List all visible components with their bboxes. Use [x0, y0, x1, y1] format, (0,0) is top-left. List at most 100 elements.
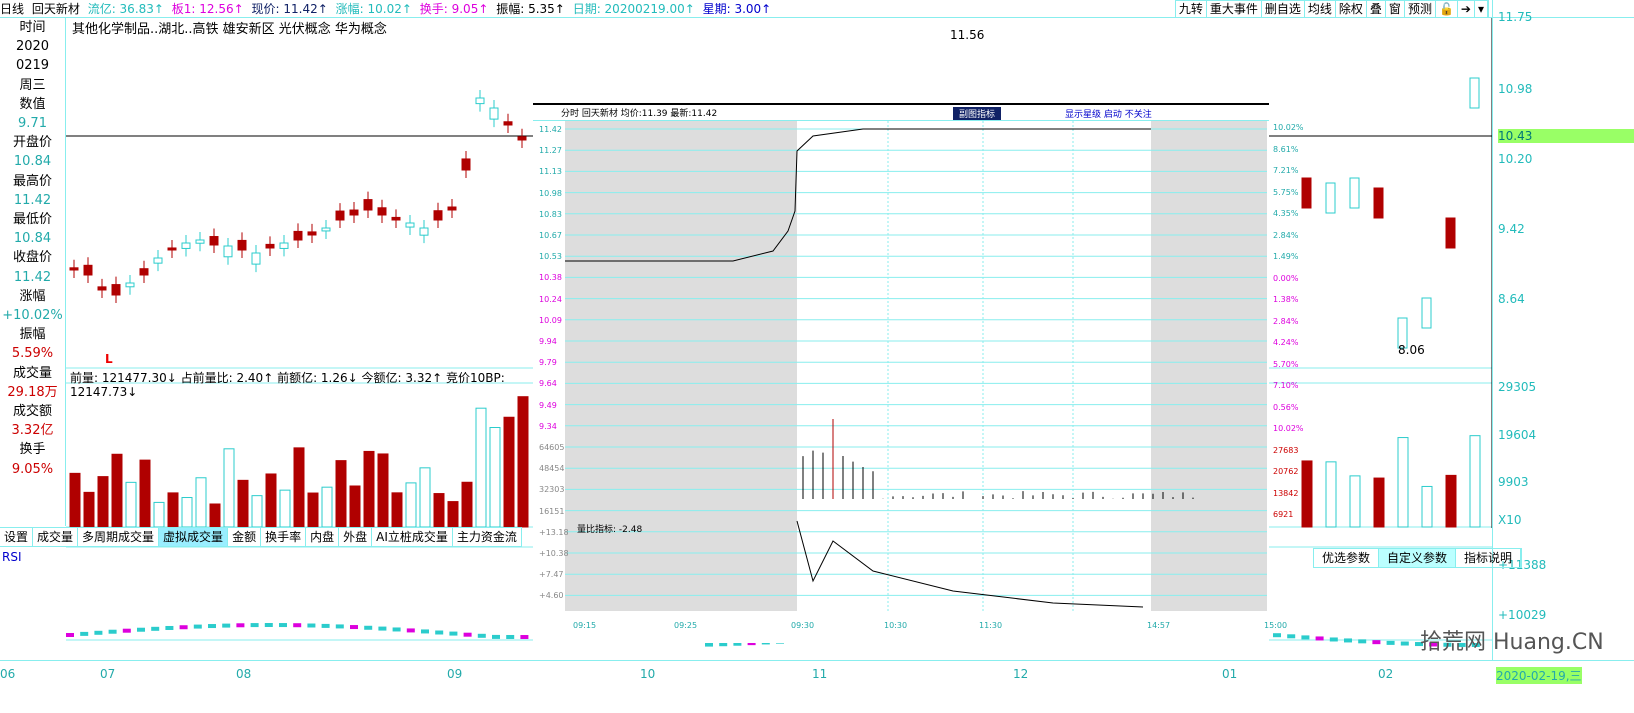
tab-7[interactable]: 外盘 — [339, 528, 373, 546]
concept-tags: 其他化学制品..湖北..高铁 雄安新区 光伏概念 华为概念 — [72, 22, 387, 37]
rsi-mark — [520, 635, 529, 640]
volume-bar — [83, 491, 95, 528]
indicator-button[interactable]: 副图指标 — [953, 107, 1002, 120]
rsi-mark — [208, 624, 216, 629]
rsi-mark — [1315, 636, 1324, 641]
price-tick: 10.98 — [1498, 82, 1533, 96]
popup-options[interactable]: 显示星级 启动 不关注 — [1065, 110, 1152, 120]
popup-right-tick: 27683 — [1273, 445, 1299, 455]
popup-right-tick: 8.61% — [1273, 144, 1299, 154]
tab-0[interactable]: 设置 — [0, 528, 34, 546]
volume-bar — [433, 493, 445, 528]
rsi-mark — [1415, 642, 1423, 647]
volume-bar — [447, 501, 459, 528]
tab-4[interactable]: 金额 — [228, 528, 262, 546]
candle — [1325, 182, 1336, 214]
popup-left-tick: 48454 — [539, 464, 565, 474]
volume-bar — [167, 492, 179, 528]
tool-jiuzhuan[interactable]: 九转 — [1176, 1, 1207, 17]
tool-overlay[interactable]: 叠 — [1367, 1, 1386, 17]
volume-bar — [279, 489, 291, 528]
candle — [97, 286, 107, 291]
tool-window[interactable]: 窗 — [1386, 1, 1405, 17]
rsi-mark — [293, 623, 302, 628]
candle — [517, 136, 527, 141]
popup-right-tick: 20762 — [1273, 467, 1299, 476]
date-tick: 10 — [640, 667, 656, 681]
candle — [167, 247, 177, 251]
volume-bar — [153, 501, 165, 528]
lock-icon[interactable]: 🔓 — [1436, 1, 1458, 17]
tab-6[interactable]: 内盘 — [306, 528, 340, 546]
rsi-mark — [1358, 639, 1367, 644]
popup-title-bar: 分时 回天新材 均价:11.39 最新:11.42 — [533, 107, 1269, 121]
candle — [433, 210, 443, 221]
intraday-chart[interactable] — [533, 121, 1269, 645]
rsi-mark — [421, 629, 429, 634]
tool-predict[interactable]: 预测 — [1405, 1, 1436, 17]
period-label[interactable]: 日线 — [0, 2, 25, 16]
candle — [335, 210, 345, 221]
candle — [307, 231, 317, 236]
tool-ma[interactable]: 均线 — [1305, 1, 1336, 17]
candle — [181, 242, 191, 249]
tool-exright[interactable]: 除权 — [1336, 1, 1367, 17]
popup-time-tick: 15:00 — [1264, 621, 1288, 630]
volume-bar — [1325, 461, 1337, 528]
rsi-mark — [80, 631, 89, 636]
tab-1[interactable]: 成交量 — [33, 528, 79, 546]
rsi-mark — [1386, 640, 1395, 645]
high-label: 11.56 — [950, 28, 985, 42]
popup-left-tick: 11.42 — [539, 125, 562, 134]
tab-9[interactable]: 主力资金流 — [453, 528, 522, 546]
popup-right-tick: 5.70% — [1273, 359, 1299, 369]
volume-bar — [223, 448, 235, 528]
rsi-mark — [406, 628, 415, 633]
volume-bar — [1301, 460, 1313, 528]
tab-preferred-params[interactable]: 优选参数 — [1314, 549, 1380, 567]
popup-left-tick: 10.38 — [539, 273, 562, 283]
watermark: 拾荒网 Huang.CN — [1420, 630, 1604, 655]
info-label: 换手 — [19, 442, 46, 458]
candle — [1373, 187, 1384, 219]
popup-left-tick: 10.24 — [539, 294, 562, 304]
tab-indicator-help[interactable]: 指标说明 — [1456, 549, 1522, 567]
info-value: +10.02% — [2, 308, 63, 324]
popup-time-tick: 09:25 — [674, 621, 698, 630]
volume-bar — [181, 497, 193, 528]
tab-2[interactable]: 多周期成交量 — [78, 528, 160, 546]
rsi-mark — [264, 623, 273, 628]
volume-bar — [335, 460, 347, 528]
tab-5[interactable]: 换手率 — [261, 528, 307, 546]
volume-bar — [111, 453, 123, 528]
volume-bar — [265, 473, 277, 528]
info-value: 11.42 — [13, 192, 52, 208]
date-tick: 06 — [0, 667, 16, 681]
volume-bar — [1445, 474, 1457, 528]
pin-icon[interactable]: ➔ — [1458, 1, 1475, 17]
candle — [111, 284, 121, 296]
candle — [293, 230, 303, 241]
candle — [209, 236, 219, 246]
dropdown-icon[interactable]: ▾ — [1475, 1, 1488, 17]
volume-bar — [321, 486, 333, 528]
candle — [461, 158, 471, 171]
candle — [503, 121, 513, 126]
candle — [125, 282, 135, 288]
intraday-popup[interactable]: 分时 回天新材 均价:11.39 最新:11.42 副图指标 显示星级 启动 不… — [533, 103, 1304, 645]
rsi-mark — [1344, 638, 1352, 643]
info-value: 2020 — [15, 39, 50, 55]
low-label: 8.06 — [1398, 343, 1425, 357]
tab-custom-params[interactable]: 自定义参数 — [1379, 549, 1457, 567]
param-tabs: 优选参数 自定义参数 指标说明 — [1313, 548, 1523, 568]
tab-3[interactable]: 虚拟成交量 — [159, 528, 229, 546]
turnover: 换手: 9.05↑ — [419, 2, 489, 16]
tab-8[interactable]: AI立桩成交量 — [372, 528, 453, 546]
volume-bar — [391, 492, 403, 528]
volume-bar — [125, 481, 137, 528]
popup-left-tick: +7.47 — [539, 570, 564, 580]
candle — [405, 222, 415, 228]
tool-remove-watch[interactable]: 删自选 — [1262, 1, 1305, 17]
tool-events[interactable]: 重大事件 — [1207, 1, 1262, 17]
popup-left-tick: 9.79 — [539, 358, 557, 368]
